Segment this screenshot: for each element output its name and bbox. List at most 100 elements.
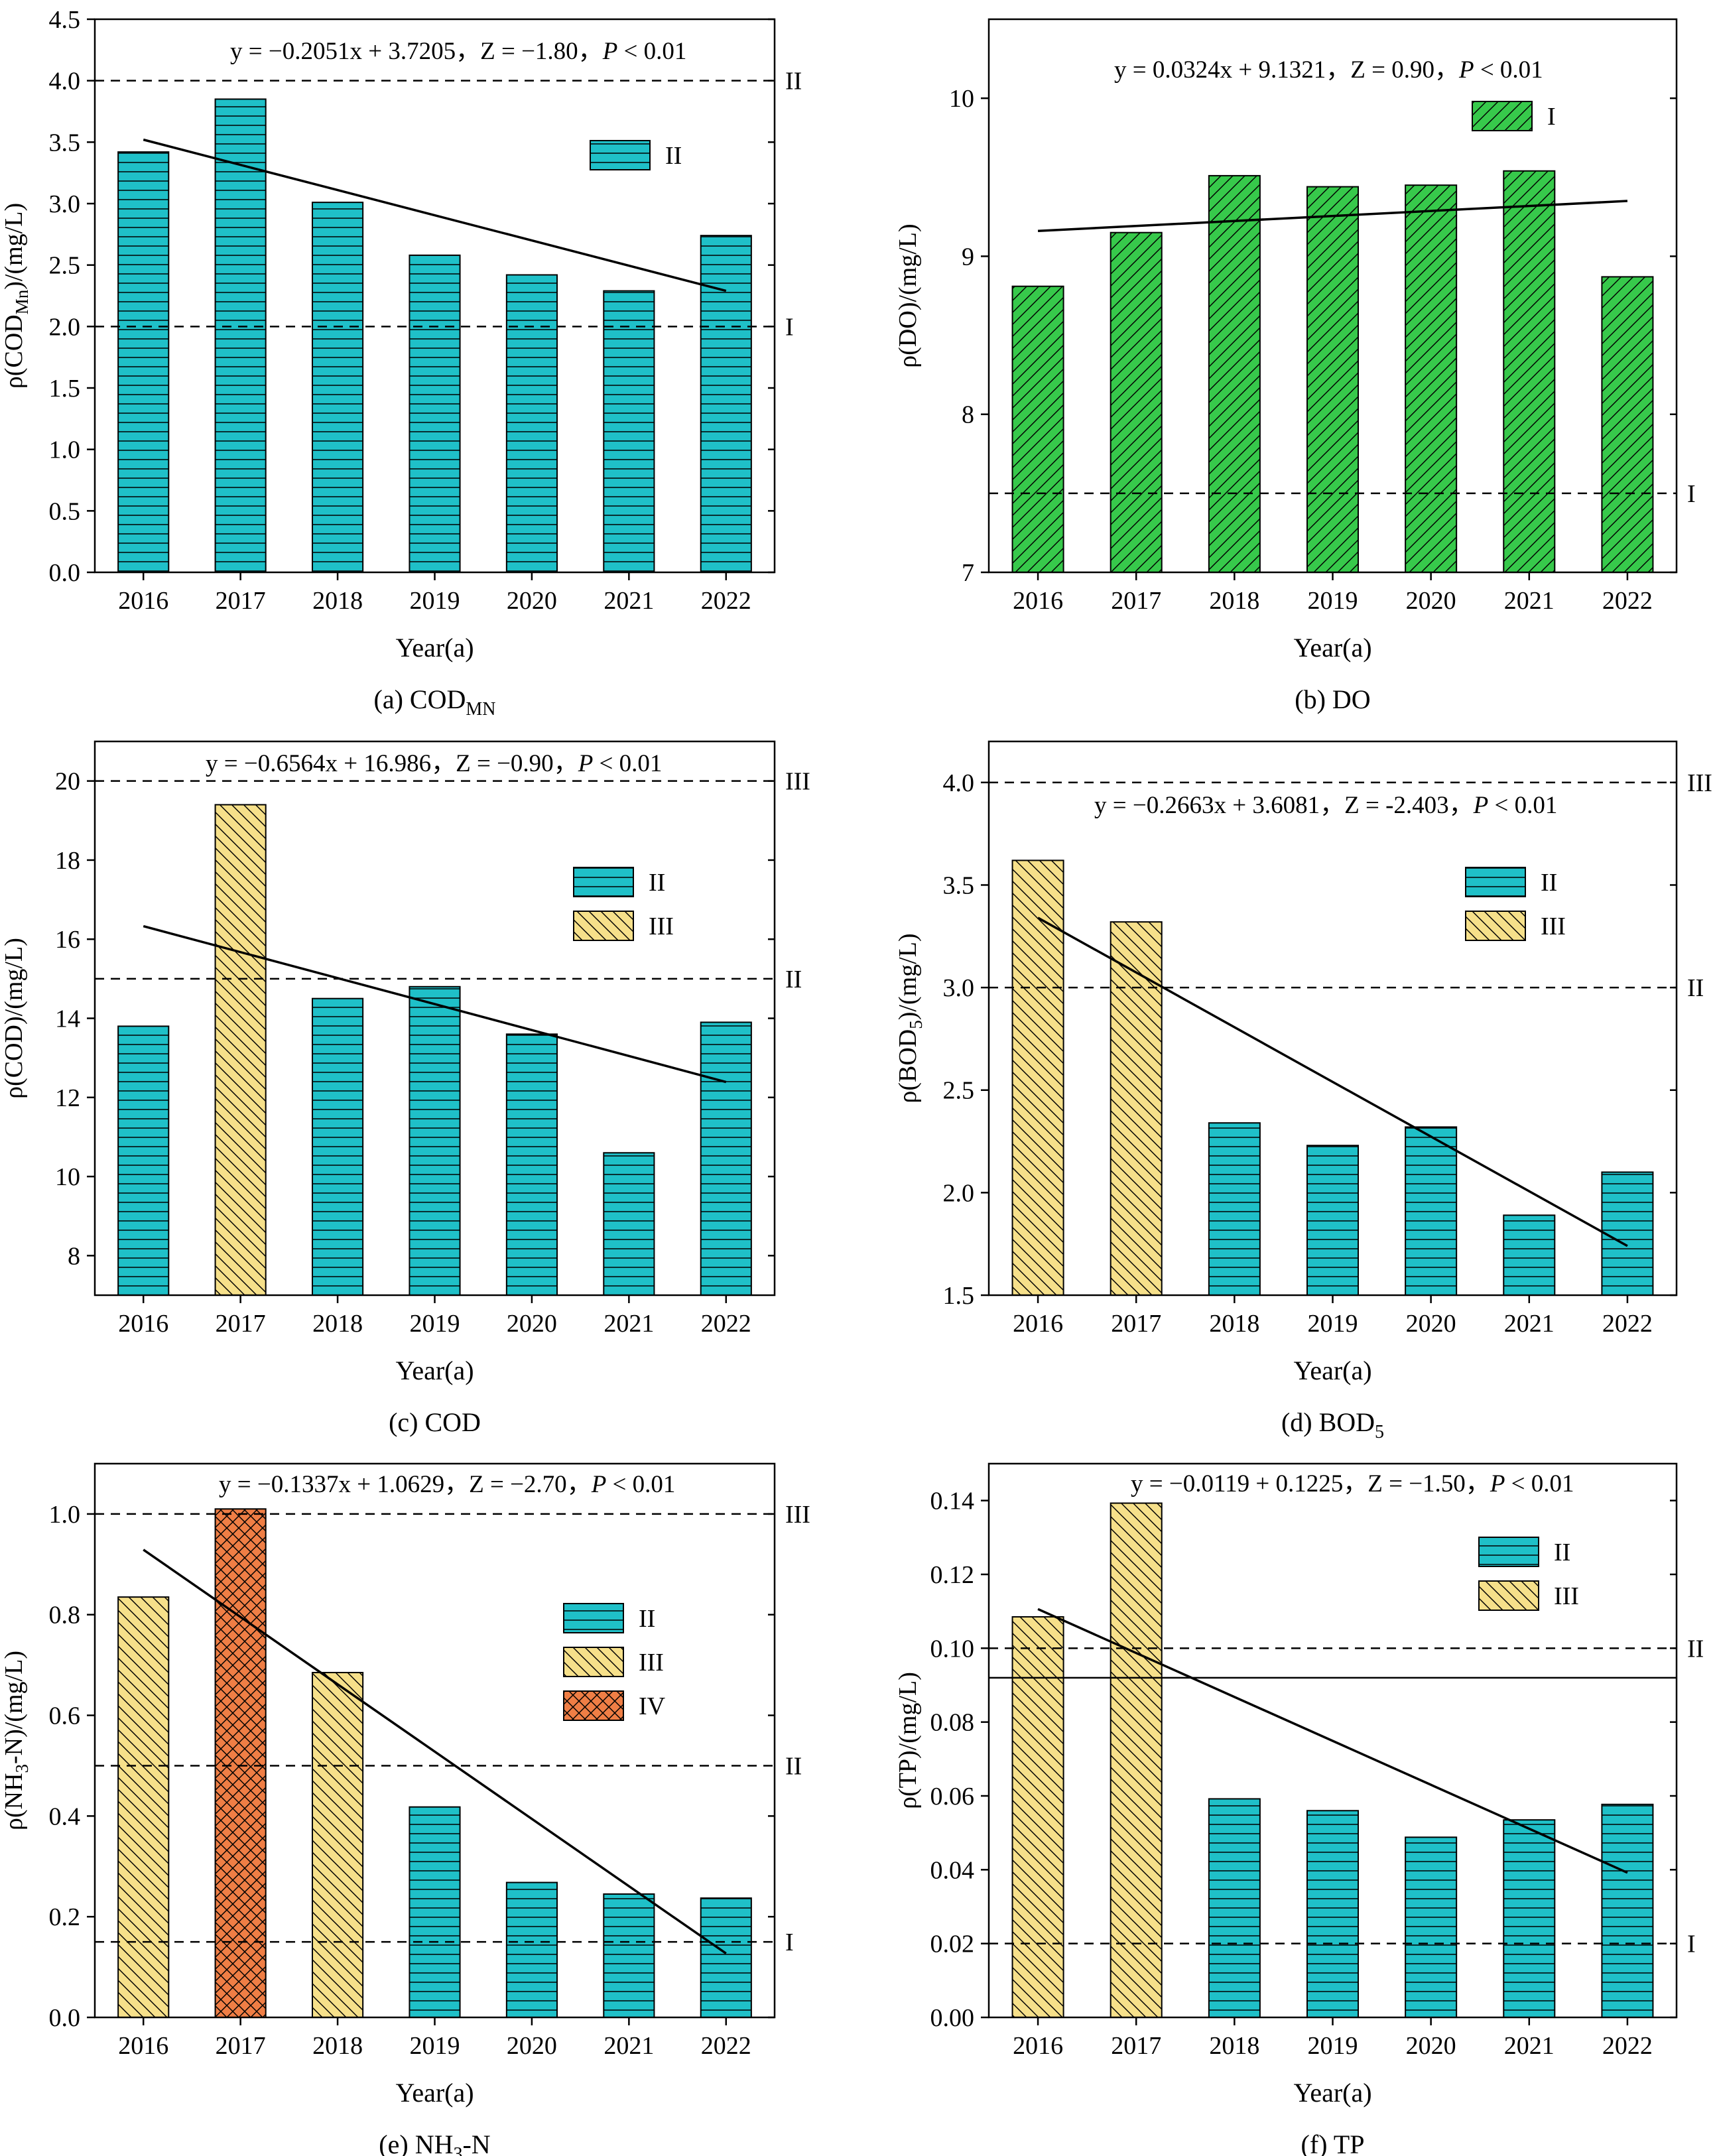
standard-label: II	[785, 966, 802, 993]
x-tick-label: 2017	[1111, 1310, 1161, 1338]
y-tick-label: 2.5	[943, 1077, 975, 1105]
x-tick-label: 2016	[1013, 587, 1063, 615]
x-tick-label: 2020	[507, 2032, 557, 2060]
standard-label: I	[1687, 480, 1696, 508]
y-tick-label: 8	[68, 1242, 80, 1270]
y-tick-label: 0.10	[930, 1635, 975, 1663]
y-tick-label: 0.06	[930, 1783, 975, 1810]
legend-swatch-II	[1478, 1537, 1539, 1567]
x-tick-label: 2018	[1209, 2032, 1259, 2060]
y-tick-label: 16	[55, 926, 80, 954]
bar-2019	[409, 254, 461, 573]
y-tick-label: 0.6	[49, 1702, 81, 1730]
x-tick-label: 2019	[1308, 587, 1358, 615]
y-tick-label: 14	[55, 1005, 80, 1033]
legend-label-II: II	[649, 869, 665, 897]
x-tick-label: 2016	[118, 587, 168, 615]
x-tick-label: 2017	[1111, 587, 1161, 615]
y-axis-label: ρ(BOD5)/(mg/L)	[894, 933, 926, 1103]
bar-2021	[603, 290, 655, 573]
y-tick-label: 10	[949, 85, 974, 113]
regression-equation: y = −0.1337x + 1.0629，Z = −2.70，P < 0.01	[219, 1471, 675, 1498]
bar-2021	[603, 1152, 655, 1297]
y-tick-label: 2.5	[49, 252, 81, 280]
x-tick-label: 2016	[1013, 1310, 1063, 1338]
bar-2020	[505, 1033, 558, 1297]
legend-swatch-I	[1472, 101, 1533, 131]
y-tick-label: 3.0	[943, 974, 975, 1002]
bar-2022	[1601, 1171, 1654, 1297]
legend-swatch-II	[563, 1603, 624, 1633]
bar-2018	[1208, 174, 1261, 574]
bar-2022	[700, 1897, 752, 2018]
trend-line	[1037, 1608, 1628, 1874]
x-tick-label: 2022	[1602, 587, 1653, 615]
x-tick-label: 2021	[604, 587, 654, 615]
x-tick-label: 2022	[1602, 1310, 1653, 1338]
legend-label-III: III	[639, 1649, 664, 1677]
panel-caption: (b) DO	[1295, 684, 1370, 714]
panel-caption: (a) CODMN	[374, 684, 496, 720]
x-tick-label: 2022	[1602, 2032, 1653, 2060]
regression-equation: y = −0.2663x + 3.6081，Z = -2.403，P < 0.0…	[1094, 792, 1557, 819]
x-tick-label: 2020	[1406, 1310, 1456, 1338]
bar-2020	[1405, 1836, 1458, 2018]
regression-equation: y = −0.6564x + 16.986，Z = −0.90，P < 0.01	[206, 750, 662, 777]
bar-2017	[214, 1508, 267, 2018]
x-axis-label: Year(a)	[1293, 2078, 1371, 2108]
y-tick-label: 0.2	[49, 1903, 81, 1931]
bar-2022	[1601, 276, 1654, 573]
y-tick-label: 4.5	[49, 6, 81, 34]
y-tick-label: 1.5	[49, 375, 81, 403]
legend-swatch-II	[1465, 867, 1526, 897]
panel-b: I 7 8 9 10 2016 2017 2018 2019 2020 2021 2022 Year(a…	[894, 18, 1696, 714]
bar-2018	[312, 997, 364, 1297]
x-tick-label: 2021	[1504, 1310, 1555, 1338]
x-tick-label: 2021	[604, 2032, 654, 2060]
bar-2016	[1011, 285, 1064, 573]
x-tick-label: 2022	[701, 587, 751, 615]
bar-2017	[214, 98, 267, 573]
x-tick-label: 2020	[507, 1310, 557, 1338]
legend-swatch-II	[590, 140, 651, 170]
panel-caption: (f) TP	[1301, 2129, 1365, 2156]
bar-2021	[1503, 170, 1556, 573]
y-tick-label: 4.0	[49, 68, 81, 95]
y-tick-label: 1.5	[943, 1282, 975, 1310]
x-tick-label: 2017	[216, 2032, 266, 2060]
bar-2019	[1306, 186, 1360, 573]
x-axis-label: Year(a)	[395, 2078, 474, 2108]
x-axis-label: Year(a)	[1293, 633, 1371, 663]
x-tick-label: 2021	[1504, 2032, 1555, 2060]
x-tick-label: 2021	[1504, 587, 1555, 615]
standard-label: I	[785, 1929, 794, 1956]
y-tick-label: 1.0	[49, 436, 81, 464]
x-tick-label: 2018	[312, 2032, 363, 2060]
x-tick-label: 2017	[1111, 2032, 1161, 2060]
y-tick-label: 0.00	[930, 2004, 975, 2032]
bar-2020	[505, 1881, 558, 2019]
y-axis-label: ρ(CODMn)/(mg/L)	[0, 203, 32, 389]
y-tick-label: 3.0	[49, 190, 81, 218]
bar-2022	[1601, 1803, 1654, 2018]
bar-2018	[1208, 1798, 1261, 2019]
trend-line	[143, 138, 727, 292]
bar-2016	[1011, 859, 1064, 1296]
bar-2020	[505, 274, 558, 573]
bar-2019	[1306, 1810, 1360, 2018]
y-tick-label: 10	[55, 1163, 80, 1191]
y-axis-label: ρ(TP)/(mg/L)	[894, 1672, 922, 1809]
legend-swatch-III	[563, 1647, 624, 1677]
y-tick-label: 2.0	[49, 313, 81, 341]
x-tick-label: 2017	[216, 1310, 266, 1338]
y-tick-label: 18	[55, 847, 80, 875]
standard-label: III	[785, 768, 810, 796]
x-tick-label: 2019	[1308, 2032, 1358, 2060]
x-tick-label: 2018	[1209, 1310, 1259, 1338]
x-tick-label: 2018	[1209, 587, 1259, 615]
bar-2019	[1306, 1145, 1360, 1296]
bar-2018	[312, 1672, 364, 2018]
x-tick-label: 2019	[410, 2032, 460, 2060]
